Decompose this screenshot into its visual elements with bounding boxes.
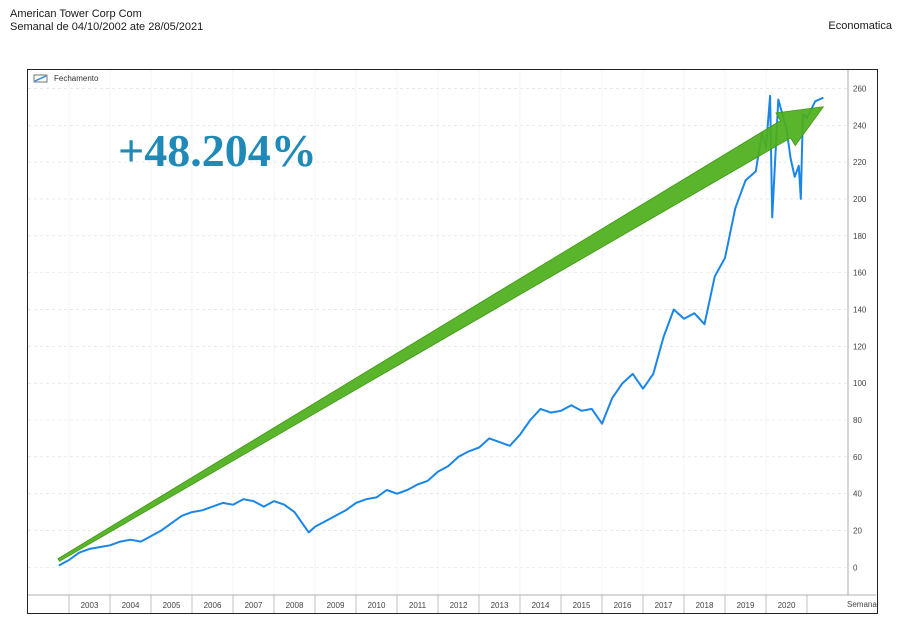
x-tick-label: 2006 [204,601,222,610]
y-tick-label: 160 [853,269,867,278]
legend: Fechamento [33,74,99,83]
y-tick-label: 260 [853,84,867,93]
x-tick-label: 2014 [532,601,550,610]
x-tick-label: 2009 [327,601,345,610]
x-tick-label: 2020 [778,601,796,610]
x-tick-label: 2004 [122,601,140,610]
y-axis: 0 20 40 60 80 100 120 140 160 180 200 220 240 260 [847,70,867,595]
legend-swatch-line [34,75,47,82]
x-axis: 2003 2004 2005 2006 2007 2008 2009 2010 2011 2012… [28,594,876,613]
x-tick-label: 2011 [409,601,427,610]
x-tick-label: 2007 [245,601,263,610]
y-tick-label: 80 [853,416,862,425]
y-tick-label: 40 [853,490,862,499]
x-tick-label: 2008 [286,601,304,610]
x-tick-label: 2003 [81,601,99,610]
y-tick-label: 100 [853,379,867,388]
y-tick-label: 60 [853,453,862,462]
return-annotation: +48.204% [118,125,317,176]
grid-lines [28,70,848,595]
y-tick-label: 240 [853,121,867,130]
data-source-label: Economatica [828,20,892,32]
y-tick-label: 140 [853,305,867,314]
chart-header: American Tower Corp Com Semanal de 04/10… [10,8,203,34]
legend-label: Fechamento [54,74,99,83]
trend-arrow-shape [57,106,825,562]
series-line-fechamento [58,94,824,567]
trend-arrow [57,106,825,562]
chart-title: American Tower Corp Com [10,8,142,20]
y-tick-label: 180 [853,232,867,241]
x-tick-label: 2012 [450,601,468,610]
x-axis-title: Semana [847,600,877,609]
x-tick-label: 2005 [163,601,181,610]
series-layer [58,94,824,567]
x-tick-label: 2018 [696,601,714,610]
y-tick-label: 120 [853,342,867,351]
x-tick-label: 2017 [655,601,673,610]
y-tick-label: 220 [853,158,867,167]
x-tick-label: 2019 [737,601,755,610]
chart-period: Semanal de 04/10/2002 ate 28/05/2021 [10,21,204,33]
x-tick-label: 2016 [614,601,632,610]
y-tick-label: 20 [853,527,862,536]
x-tick-label: 2015 [573,601,591,610]
y-tick-label: 0 [853,563,858,572]
x-tick-label: 2010 [368,601,386,610]
y-tick-label: 200 [853,195,867,204]
x-tick-label: 2013 [491,601,509,610]
